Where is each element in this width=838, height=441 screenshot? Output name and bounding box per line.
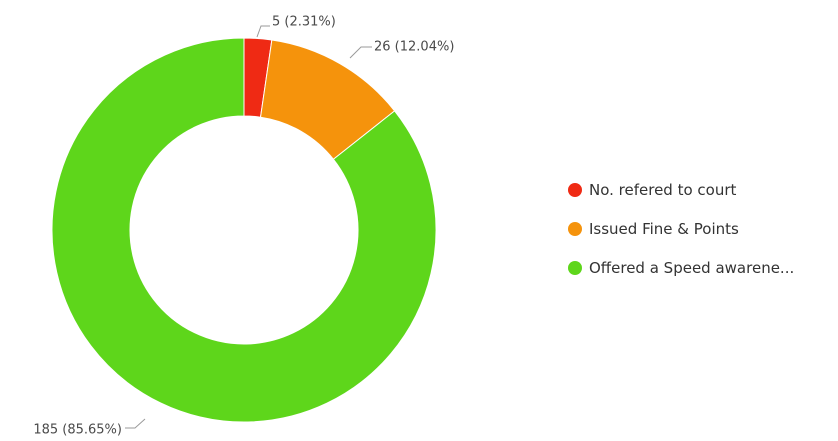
legend-label-fine: Issued Fine & Points <box>589 220 739 238</box>
data-label-speed: 185 (85.65%) <box>33 423 122 438</box>
legend-label-court: No. refered to court <box>589 181 737 199</box>
legend-swatch-speed <box>568 261 582 275</box>
leader-line-court <box>256 25 270 38</box>
legend-item-speed[interactable]: Offered a Speed awarene... <box>568 258 794 278</box>
legend-item-court[interactable]: No. refered to court <box>568 180 794 200</box>
leader-line-fine <box>349 46 372 59</box>
legend-swatch-court <box>568 183 582 197</box>
legend-label-speed: Offered a Speed awarene... <box>589 259 795 277</box>
donut-slices <box>51 37 437 423</box>
donut-slice-speed[interactable] <box>51 37 437 423</box>
leader-line-speed <box>125 418 146 429</box>
leader-lines <box>125 25 372 429</box>
legend: No. refered to court Issued Fine & Point… <box>568 180 794 297</box>
legend-item-fine[interactable]: Issued Fine & Points <box>568 219 794 239</box>
legend-swatch-fine <box>568 222 582 236</box>
data-label-fine: 26 (12.04%) <box>374 40 454 55</box>
data-label-court: 5 (2.31%) <box>272 15 336 30</box>
data-labels: 5 (2.31%) 26 (12.04%) 185 (85.65%) <box>33 15 454 438</box>
